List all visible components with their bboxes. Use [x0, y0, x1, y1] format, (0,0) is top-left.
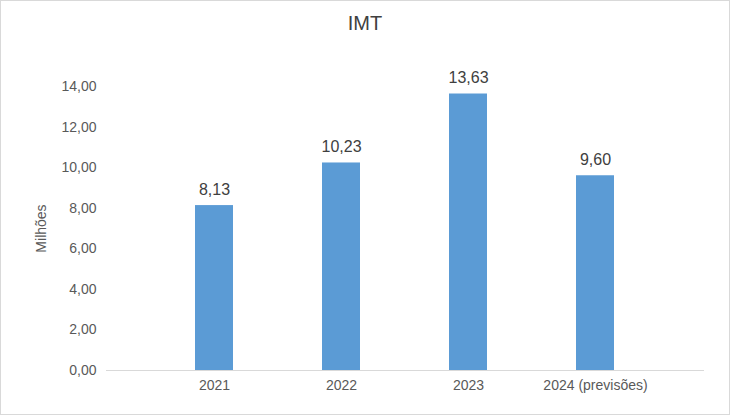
svg-text:10,00: 10,00 — [61, 159, 96, 175]
svg-text:13,63: 13,63 — [448, 69, 488, 86]
svg-text:2021: 2021 — [199, 377, 230, 393]
svg-text:2024 (previsões): 2024 (previsões) — [543, 377, 647, 393]
svg-text:10,23: 10,23 — [321, 138, 361, 155]
svg-text:0,00: 0,00 — [69, 362, 96, 378]
svg-text:2,00: 2,00 — [69, 321, 96, 337]
svg-text:8,00: 8,00 — [69, 200, 96, 216]
svg-text:2022: 2022 — [326, 377, 357, 393]
svg-text:2023: 2023 — [453, 377, 484, 393]
svg-text:6,00: 6,00 — [69, 240, 96, 256]
svg-text:4,00: 4,00 — [69, 281, 96, 297]
svg-text:12,00: 12,00 — [61, 119, 96, 135]
svg-text:8,13: 8,13 — [199, 181, 230, 198]
svg-text:14,00: 14,00 — [61, 78, 96, 94]
html-text:IMT: IMT — [347, 12, 383, 34]
svg-text:9,60: 9,60 — [580, 151, 611, 168]
svg-text:Milhões: Milhões — [33, 204, 49, 252]
